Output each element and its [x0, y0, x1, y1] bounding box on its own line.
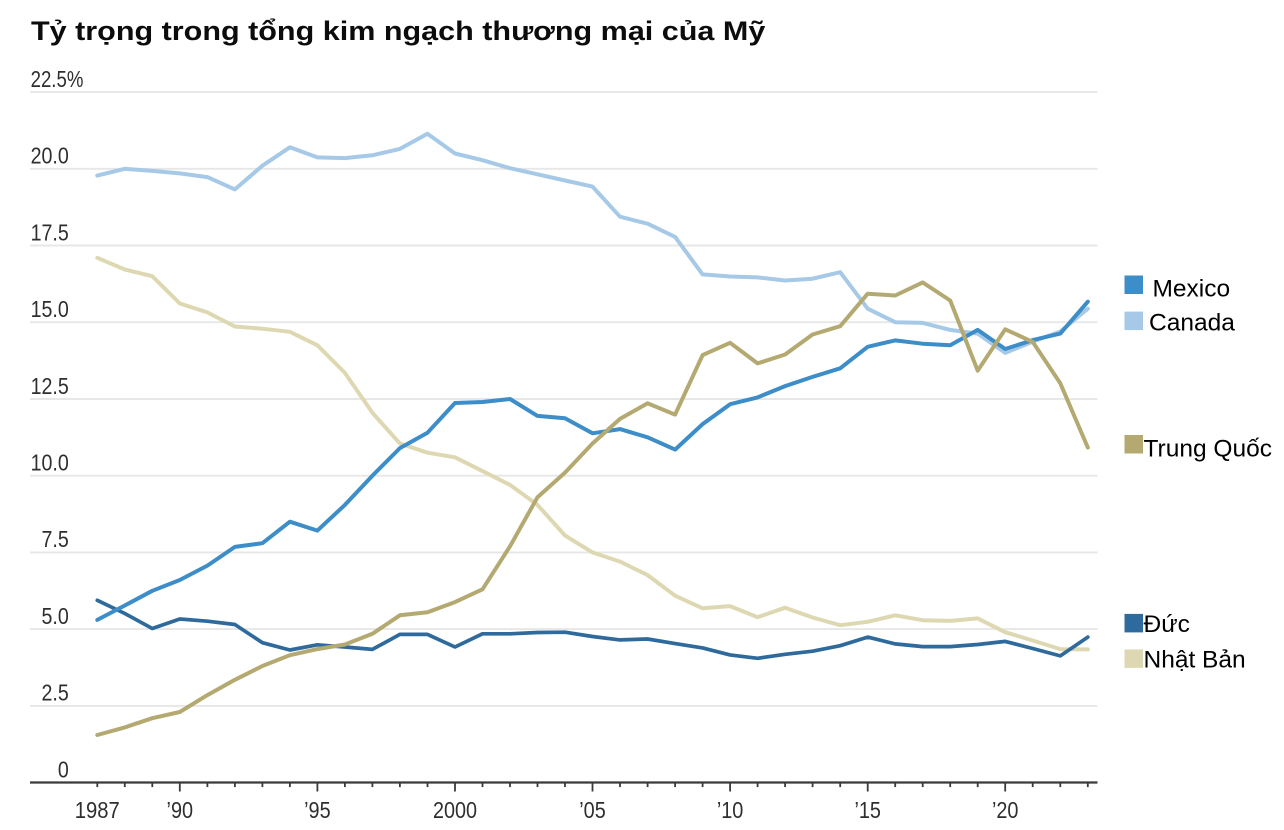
svg-text:Canada: Canada: [1149, 310, 1235, 337]
svg-text:Mexico: Mexico: [1153, 276, 1231, 303]
svg-text:’15: ’15: [854, 797, 881, 823]
svg-text:1987: 1987: [75, 797, 120, 823]
svg-text:’10: ’10: [717, 797, 744, 823]
svg-text:10.0: 10.0: [31, 450, 69, 476]
svg-text:’90: ’90: [167, 797, 194, 823]
svg-text:2000: 2000: [433, 797, 477, 823]
svg-text:Trung Quốc: Trung Quốc: [1144, 435, 1272, 462]
svg-text:’95: ’95: [304, 797, 331, 823]
svg-text:’20: ’20: [992, 797, 1019, 823]
svg-text:17.5: 17.5: [31, 219, 69, 245]
svg-text:5.0: 5.0: [42, 603, 69, 629]
svg-text:7.5: 7.5: [42, 526, 69, 552]
svg-text:’05: ’05: [579, 797, 606, 823]
svg-text:12.5: 12.5: [31, 373, 69, 399]
svg-text:20.0: 20.0: [31, 143, 69, 169]
svg-text:15.0: 15.0: [31, 296, 69, 322]
svg-text:0: 0: [58, 756, 69, 782]
svg-text:2.5: 2.5: [42, 680, 69, 706]
svg-text:Đức: Đức: [1144, 611, 1190, 638]
svg-text:Nhật Bản: Nhật Bản: [1144, 646, 1246, 673]
svg-text:22.5%: 22.5%: [31, 66, 84, 92]
